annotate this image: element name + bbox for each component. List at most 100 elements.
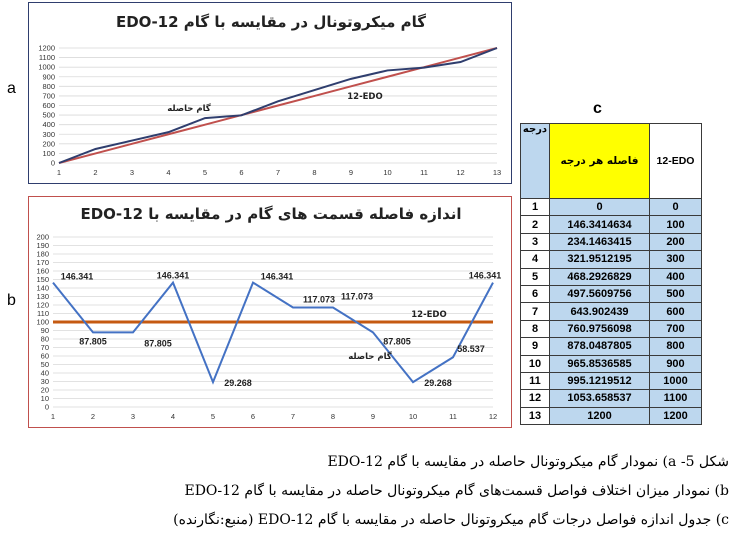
- chart-b-x-tick: 1: [51, 412, 55, 421]
- table-c-cell: 300: [649, 250, 702, 269]
- table-c-cell: 0: [549, 197, 650, 217]
- table-c-cell: 3: [520, 232, 550, 252]
- table-c: درجه فاصله هر درجه 12-EDO 1 0 0 2 146.3414634 10…: [520, 123, 702, 426]
- table-c-row: 9 878.0487805 800: [520, 337, 702, 356]
- chart-b-x-tick: 5: [211, 412, 215, 421]
- table-c-header-cell: 12-EDO: [649, 123, 702, 199]
- chart-b-svg: اندازه فاصله قسمت های گام در مقایسه با 1…: [36, 205, 502, 421]
- table-c-cell: 1200: [649, 406, 702, 426]
- table-c-cell: 200: [649, 232, 702, 252]
- chart-a-y-tick: 600: [42, 101, 55, 110]
- chart-a-y-tick: 1000: [38, 63, 55, 72]
- table-c-cell: 10: [520, 354, 550, 373]
- table-c-cell: 1000: [649, 371, 702, 391]
- table-c-row: 13 1200 1200: [520, 406, 702, 426]
- table-c-row: 11 995.1219512 1000: [520, 371, 702, 391]
- table-c-header-row: درجه فاصله هر درجه 12-EDO: [520, 123, 702, 199]
- chart-a-x-tick: 3: [130, 168, 134, 177]
- table-c-cell: 500: [649, 284, 702, 304]
- chart-a-y-tick: 300: [42, 130, 55, 139]
- chart-b-y-tick: 10: [41, 394, 49, 403]
- chart-b-y-tick: 120: [36, 301, 49, 310]
- table-c-cell: 100: [649, 215, 702, 234]
- chart-b-data-label: 29.268: [424, 378, 452, 388]
- table-c-cell: 4: [520, 250, 550, 269]
- table-c-row: 3 234.1463415 200: [520, 232, 702, 252]
- chart-a-x-tick: 8: [312, 168, 316, 177]
- table-c-cell: 9: [520, 337, 550, 356]
- chart-b-x-tick: 7: [291, 412, 295, 421]
- table-c-row: 4 321.9512195 300: [520, 250, 702, 269]
- chart-a-y-tick: 800: [42, 82, 55, 91]
- table-c-cell: 400: [649, 267, 702, 286]
- panel-label-a: a: [7, 80, 16, 97]
- chart-b-data-label: 117.073: [303, 294, 335, 304]
- chart-a-x-tick: 2: [93, 168, 97, 177]
- table-c-cell: 13: [520, 406, 550, 426]
- table-c-cell: 1200: [549, 406, 650, 426]
- chart-b-series-label-microtonal: گام حاصله: [348, 351, 392, 362]
- chart-b-data-label: 146.341: [157, 271, 190, 281]
- table-c-cell: 800: [649, 337, 702, 356]
- chart-b-x-tick: 6: [251, 412, 255, 421]
- table-c-row: 2 146.3414634 100: [520, 215, 702, 234]
- chart-b-data-label: 87.805: [79, 336, 107, 346]
- chart-b-y-tick: 0: [45, 403, 49, 412]
- chart-a-svg: گام میکروتونال در مقایسه با گام 12-EDO01…: [38, 13, 501, 177]
- chart-b-x-tick: 11: [449, 412, 457, 421]
- chart-b-data-label: 146.341: [61, 272, 94, 282]
- table-c-cell: 600: [649, 302, 702, 321]
- chart-b-series-label-12edo: 12-EDO: [411, 310, 446, 320]
- caption-line-3: c) جدول اندازه فواصل درجات گام میکروتونا…: [173, 512, 729, 528]
- table-c-cell: 6: [520, 284, 550, 304]
- table-c-cell: 760.9756098: [549, 319, 650, 339]
- chart-a-y-tick: 700: [42, 91, 55, 100]
- chart-b-data-label: 87.805: [383, 336, 411, 346]
- chart-a-y-tick: 200: [42, 139, 55, 148]
- chart-b-y-tick: 200: [36, 233, 49, 242]
- table-c-row: 8 760.9756098 700: [520, 319, 702, 339]
- chart-b-x-tick: 2: [91, 412, 95, 421]
- chart-b-y-tick: 160: [36, 267, 49, 276]
- chart-b-y-tick: 60: [41, 352, 49, 361]
- table-c-row: 12 1053.658537 1100: [520, 389, 702, 408]
- chart-b-data-label: 29.268: [224, 378, 252, 388]
- chart-a-x-tick: 1: [57, 168, 61, 177]
- chart-b-x-tick: 8: [331, 412, 335, 421]
- table-c-cell: 468.2926829: [549, 267, 650, 286]
- table-c-row: 6 497.5609756 500: [520, 284, 702, 304]
- chart-a-x-tick: 6: [239, 168, 243, 177]
- panel-label-c: c: [593, 100, 602, 117]
- chart-a-title: گام میکروتونال در مقایسه با گام 12-EDO: [116, 13, 426, 31]
- table-c-cell: 8: [520, 319, 550, 339]
- chart-b-y-tick: 80: [41, 335, 49, 344]
- table-c-cell: 234.1463415: [549, 232, 650, 252]
- chart-b-y-tick: 40: [41, 369, 49, 378]
- chart-b-y-tick: 30: [41, 377, 49, 386]
- chart-b-data-label: 87.805: [144, 338, 172, 348]
- chart-a-series-label-12edo: 12-EDO: [347, 92, 382, 102]
- table-c-cell: 7: [520, 302, 550, 321]
- chart-b-x-tick: 9: [371, 412, 375, 421]
- chart-a-x-tick: 13: [493, 168, 501, 177]
- chart-a-x-tick: 5: [203, 168, 207, 177]
- chart-b-series-microtonal-line: [52, 280, 494, 385]
- caption-line-1: شکل 5- a) نمودار گام میکروتونال حاصله در…: [327, 454, 729, 470]
- table-c-cell: 995.1219512: [549, 371, 650, 391]
- chart-a-y-tick: 900: [42, 72, 55, 81]
- chart-b-y-tick: 110: [37, 309, 49, 318]
- chart-b-y-tick: 20: [41, 386, 49, 395]
- table-c-cell: 497.5609756: [549, 284, 650, 304]
- table-c-cell: 700: [649, 319, 702, 339]
- chart-b-data-label: 146.341: [469, 271, 502, 281]
- chart-a-y-tick: 1100: [39, 53, 55, 62]
- table-c-cell: 1100: [649, 389, 702, 408]
- chart-a: گام میکروتونال در مقایسه با گام 12-EDO 0 1…: [28, 2, 512, 184]
- chart-a-x-tick: 11: [420, 168, 428, 177]
- table-c-cell: 5: [520, 267, 550, 286]
- table-c-cell: 965.8536585: [549, 354, 650, 373]
- chart-a-x-tick: 7: [276, 168, 280, 177]
- chart-b-x-tick: 4: [171, 412, 175, 421]
- caption-line-2: b) نمودار میزان اختلاف فواصل قسمت‌های گا…: [184, 483, 729, 499]
